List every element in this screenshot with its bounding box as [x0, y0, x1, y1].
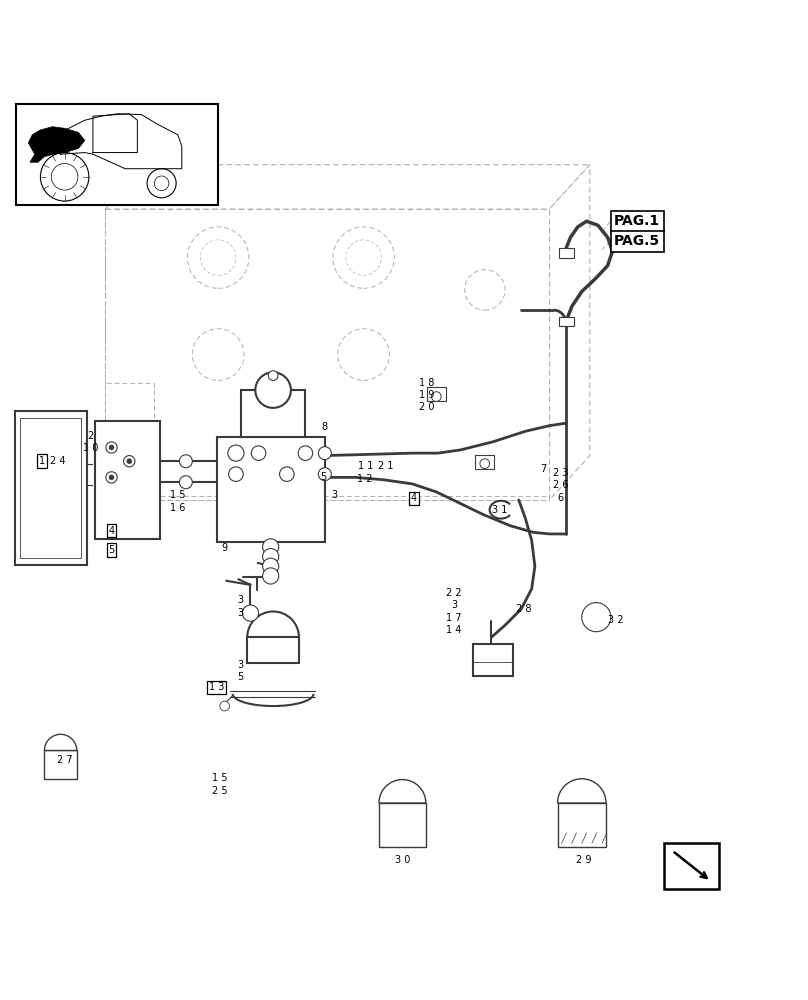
Circle shape	[40, 153, 89, 201]
Text: 2 9: 2 9	[575, 855, 591, 865]
Text: 1: 1	[39, 456, 45, 466]
Polygon shape	[105, 209, 549, 500]
Text: 3 1: 3 1	[491, 505, 507, 515]
Text: 2 7: 2 7	[57, 755, 73, 765]
Circle shape	[263, 558, 279, 574]
Circle shape	[124, 456, 135, 467]
Circle shape	[106, 472, 117, 483]
Text: 2 2
3
1 7
1 4: 2 2 3 1 7 1 4	[446, 588, 462, 635]
Bar	[247, 637, 299, 663]
Text: 2
1 0: 2 1 0	[82, 431, 99, 453]
Circle shape	[255, 372, 291, 408]
Text: 4: 4	[108, 526, 115, 536]
Text: PAG.1: PAG.1	[614, 214, 660, 228]
Polygon shape	[28, 127, 85, 162]
Text: 2 3
2 6
6: 2 3 2 6 6	[553, 468, 569, 503]
Text: PAG.5: PAG.5	[614, 234, 660, 248]
Circle shape	[582, 603, 611, 632]
Text: 3
5: 3 5	[238, 660, 244, 682]
Circle shape	[179, 476, 192, 489]
Polygon shape	[105, 165, 590, 209]
Circle shape	[318, 447, 331, 460]
Circle shape	[127, 459, 132, 464]
Text: 4: 4	[410, 493, 417, 503]
Text: 3
3: 3 3	[238, 595, 244, 618]
Text: 5: 5	[108, 545, 115, 555]
Bar	[473, 644, 513, 676]
Polygon shape	[241, 390, 305, 437]
Circle shape	[480, 459, 490, 468]
Circle shape	[106, 442, 117, 453]
Polygon shape	[105, 496, 549, 500]
Wedge shape	[247, 612, 299, 637]
Circle shape	[338, 329, 389, 380]
Bar	[105, 383, 154, 439]
Text: 9: 9	[221, 543, 228, 553]
Text: 1 5
2 5: 1 5 2 5	[212, 773, 228, 796]
Circle shape	[298, 446, 313, 460]
Polygon shape	[549, 165, 590, 500]
Circle shape	[200, 240, 236, 275]
Circle shape	[109, 475, 114, 480]
Text: 8: 8	[322, 422, 328, 432]
Bar	[44, 750, 77, 779]
Circle shape	[431, 392, 441, 401]
Text: 3 0: 3 0	[394, 855, 410, 865]
Circle shape	[147, 169, 176, 198]
Circle shape	[263, 539, 279, 555]
Circle shape	[242, 605, 259, 621]
Text: 2 4: 2 4	[50, 456, 66, 466]
Text: 1 3: 1 3	[208, 682, 225, 692]
Text: 2 1: 2 1	[378, 461, 394, 471]
Bar	[664, 843, 719, 889]
Circle shape	[318, 468, 331, 481]
Circle shape	[179, 455, 192, 468]
Circle shape	[333, 227, 394, 288]
Text: 1 8
1 9
2 0: 1 8 1 9 2 0	[419, 378, 435, 412]
Wedge shape	[558, 779, 606, 803]
Circle shape	[263, 548, 279, 565]
Circle shape	[271, 621, 275, 624]
Text: 2 8: 2 8	[516, 604, 532, 614]
Polygon shape	[475, 455, 494, 469]
Text: 1 1
1 2: 1 1 1 2	[357, 461, 373, 484]
Circle shape	[280, 467, 294, 481]
Text: 5: 5	[320, 472, 326, 482]
Circle shape	[346, 240, 381, 275]
Circle shape	[229, 467, 243, 481]
Circle shape	[154, 176, 169, 191]
Bar	[559, 248, 574, 258]
Circle shape	[220, 701, 229, 711]
Text: 3 2: 3 2	[608, 615, 624, 625]
Circle shape	[268, 371, 278, 380]
Circle shape	[228, 445, 244, 461]
Circle shape	[465, 270, 505, 310]
Circle shape	[251, 446, 266, 460]
Text: 7: 7	[540, 464, 546, 474]
Circle shape	[109, 445, 114, 450]
Polygon shape	[95, 421, 160, 539]
Circle shape	[187, 227, 249, 288]
Bar	[379, 803, 426, 847]
Text: 1 5
1 6: 1 5 1 6	[170, 490, 186, 513]
Circle shape	[192, 329, 244, 380]
Bar	[16, 104, 218, 205]
Bar	[558, 803, 606, 847]
Polygon shape	[15, 411, 87, 565]
Circle shape	[263, 568, 279, 584]
Circle shape	[51, 163, 78, 190]
Polygon shape	[427, 387, 446, 401]
Bar	[559, 317, 574, 326]
Wedge shape	[44, 734, 77, 750]
Polygon shape	[20, 418, 81, 558]
Text: 3: 3	[331, 490, 338, 500]
Wedge shape	[379, 780, 426, 803]
Polygon shape	[217, 437, 325, 542]
